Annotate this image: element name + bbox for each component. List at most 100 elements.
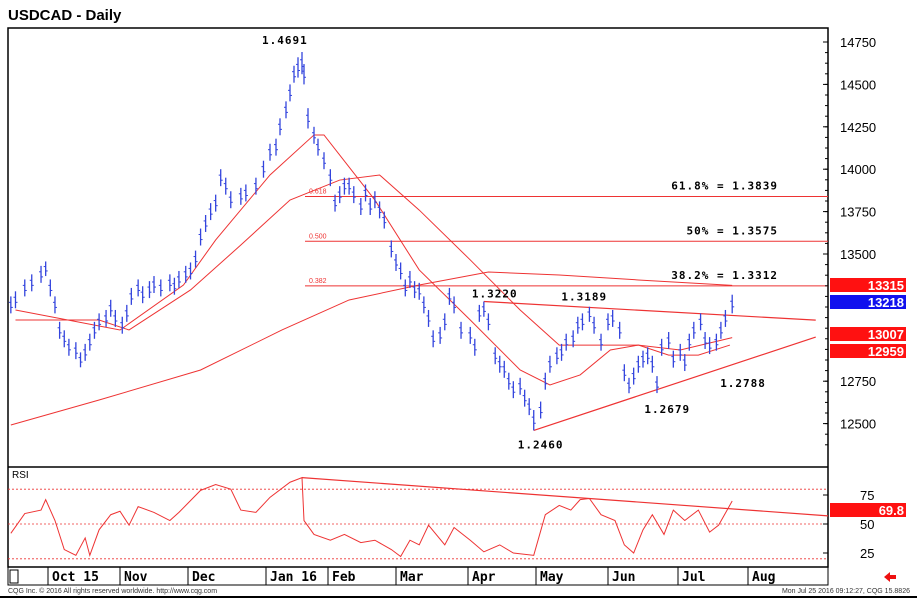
price-bar (188, 262, 193, 280)
price-tick-label: 14000 (840, 162, 876, 177)
price-bar (208, 203, 213, 221)
price-bar (368, 198, 373, 215)
price-bar (606, 313, 610, 331)
price-bar (288, 84, 292, 102)
rsi-label: RSI (12, 470, 29, 481)
price-bar (136, 279, 141, 297)
price-bar (322, 152, 326, 170)
price-bar (342, 177, 347, 195)
scroll-left-arrow-icon[interactable] (884, 572, 896, 582)
price-annotation: 1.2679 (644, 403, 690, 416)
price-bar (703, 332, 708, 349)
price-bar (306, 108, 310, 129)
price-bar (691, 321, 696, 339)
price-bar (493, 347, 498, 365)
rsi-trendline (301, 477, 829, 517)
date-tick-label: Mar (400, 570, 424, 585)
moving-average-line (10, 271, 733, 426)
trendline (483, 300, 816, 321)
price-bar (316, 138, 320, 156)
date-axis (7, 566, 829, 586)
price-bar (398, 262, 403, 280)
price-bar (43, 261, 48, 277)
price-box-label: 13218 (868, 295, 904, 310)
price-bar (718, 321, 723, 339)
price-bar (253, 177, 258, 195)
chart-title: USDCAD - Daily (8, 7, 122, 24)
price-bar (431, 330, 436, 348)
price-bar (666, 332, 671, 349)
rsi-tick-label: 25 (860, 546, 874, 561)
price-annotation: 1.3189 (561, 291, 607, 304)
price-bar (183, 265, 188, 283)
price-bar (351, 186, 356, 204)
price-bar (631, 367, 636, 385)
price-bar (592, 316, 597, 334)
rsi-line (10, 476, 733, 558)
price-bar (48, 279, 53, 297)
price-tick-label: 14500 (840, 77, 876, 92)
price-bar (687, 333, 692, 351)
date-tick-label: Aug (752, 570, 775, 585)
price-bar (193, 250, 198, 268)
price-bar (73, 342, 78, 360)
price-bar (57, 321, 62, 339)
price-bar (659, 338, 664, 356)
price-bar (337, 186, 342, 204)
price-bar (223, 177, 228, 195)
price-bar (655, 376, 659, 394)
price-box (830, 327, 906, 341)
price-bar (650, 355, 655, 373)
price-bar (382, 211, 387, 229)
price-bar (284, 101, 288, 119)
price-bar (167, 274, 172, 292)
fibonacci-ratio: 0.500 (309, 233, 327, 240)
price-bar (124, 304, 129, 322)
price-bar (587, 306, 592, 322)
price-bar (502, 360, 507, 378)
price-bar (580, 313, 585, 331)
date-tick-label: Dec (192, 570, 215, 585)
price-bar (543, 372, 548, 390)
price-bar (158, 279, 163, 297)
price-bar (452, 296, 457, 314)
price-bar (129, 287, 134, 305)
price-box (830, 295, 906, 309)
price-bar (296, 57, 300, 78)
price-bar (554, 347, 559, 365)
price-bar (372, 191, 377, 209)
price-bar (333, 194, 338, 212)
price-bar (274, 138, 278, 156)
rsi-tick-label: 75 (860, 488, 874, 503)
price-bar (347, 177, 352, 195)
price-bar (426, 309, 431, 327)
price-bar (438, 326, 443, 344)
price-bar (599, 333, 604, 351)
price-tick-label: 12750 (840, 374, 876, 389)
price-bar (531, 410, 536, 431)
price-bar (459, 321, 464, 339)
moving-average-line (15, 174, 733, 351)
price-bar (113, 309, 118, 327)
price-bar (302, 64, 306, 85)
price-bar (627, 377, 631, 394)
price-panel: 0.618 61.8% = 1.3839 0.500 50% = 1.3575 0.38… (8, 34, 828, 451)
price-bar (511, 381, 516, 399)
price-bar (730, 294, 735, 314)
fibonacci-label: 61.8% = 1.3839 (671, 180, 778, 193)
price-tick-label: 14750 (840, 35, 876, 50)
scroll-handle[interactable] (9, 569, 19, 584)
price-bar (140, 286, 145, 304)
price-bar (442, 313, 447, 331)
price-bar (29, 274, 34, 292)
price-bar (268, 143, 272, 161)
price-bar (421, 296, 426, 314)
price-bar (707, 337, 712, 355)
price-tick-label: 12500 (840, 417, 876, 432)
rsi-tick-label: 50 (860, 517, 874, 532)
price-bar (468, 326, 473, 344)
price-bar (575, 316, 580, 334)
price-box (830, 344, 906, 358)
price-bar (417, 282, 422, 300)
price-bar (52, 296, 57, 314)
